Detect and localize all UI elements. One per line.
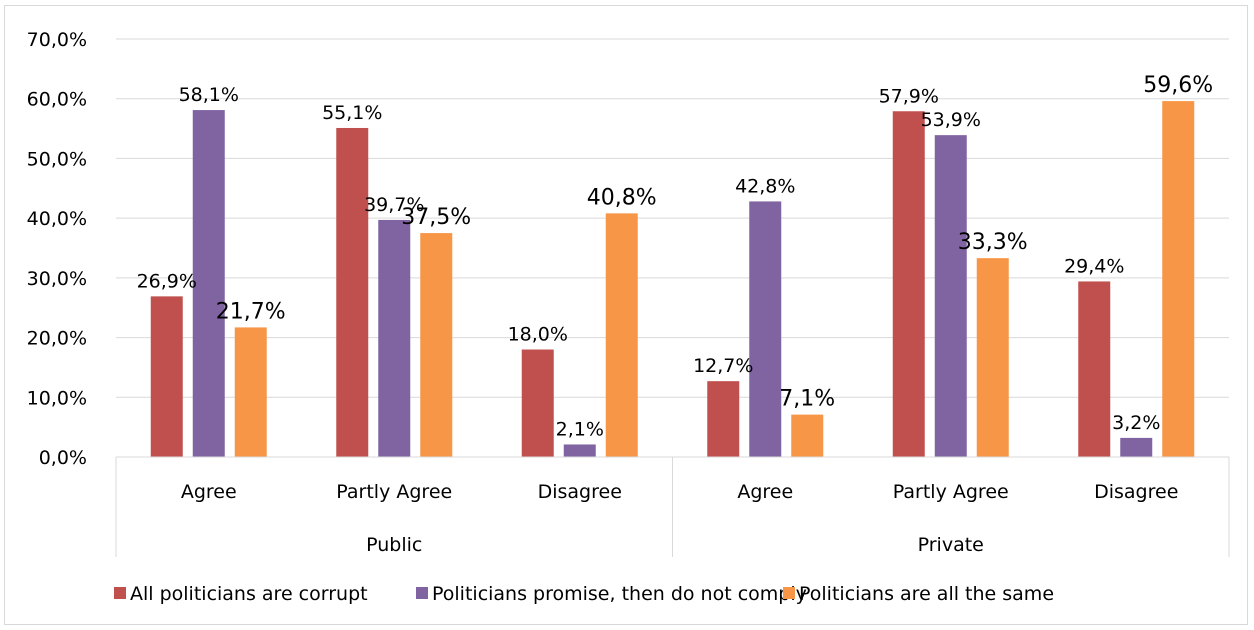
y-tick-label: 0,0% <box>39 447 87 469</box>
data-label: 7,1% <box>779 387 835 412</box>
bar <box>336 127 369 457</box>
bar <box>749 201 782 457</box>
x-category-label: Agree <box>737 481 793 503</box>
data-label: 18,0% <box>508 324 568 346</box>
x-category-label: Partly Agree <box>336 481 452 503</box>
x-category-label: Disagree <box>1094 481 1178 503</box>
legend-swatch <box>783 587 795 599</box>
data-label: 37,5% <box>401 205 471 230</box>
data-label: 59,6% <box>1143 73 1213 98</box>
bar <box>934 135 967 457</box>
x-category-label: Agree <box>181 481 237 503</box>
data-label: 2,1% <box>556 418 604 440</box>
bar <box>378 219 411 457</box>
legend-swatch <box>114 587 126 599</box>
legend-swatch <box>416 587 428 599</box>
data-label: 42,8% <box>735 175 795 197</box>
data-label: 21,7% <box>216 299 286 324</box>
bar <box>150 296 183 457</box>
y-tick-label: 60,0% <box>27 89 87 111</box>
x-category-label: Disagree <box>538 481 622 503</box>
bar <box>707 381 740 457</box>
bar-chart: 0,0%10,0%20,0%30,0%40,0%50,0%60,0%70,0% … <box>27 29 1230 605</box>
x-group-label: Private <box>918 534 984 556</box>
y-tick-label: 50,0% <box>27 148 87 170</box>
chart-frame: 0,0% 10,0% 20,0% 30,0% 40,0% 50,0% 60,0% 70,0% … <box>4 5 1248 625</box>
data-label: 58,1% <box>179 84 239 106</box>
bar <box>976 258 1009 457</box>
gridlines <box>116 38 1229 398</box>
data-label: 53,9% <box>921 109 981 131</box>
y-tick-label: 70,0% <box>27 29 87 51</box>
bar <box>1078 281 1111 457</box>
data-label: 40,8% <box>587 185 657 210</box>
bar <box>892 111 925 458</box>
x-group-label: Public <box>366 534 422 556</box>
data-label: 33,3% <box>958 230 1028 255</box>
bar <box>605 213 638 457</box>
data-label: 12,7% <box>693 355 753 377</box>
data-label: 29,4% <box>1064 255 1124 277</box>
data-labels: 26,9% 58,1% 21,7% 55,1% 39,7%37,5% 18,0% 2,1% 4… <box>137 73 1214 440</box>
legend-label: All politicians are corrupt <box>130 583 368 605</box>
bar <box>1162 101 1195 458</box>
data-label: 57,9% <box>879 85 939 107</box>
data-label: 26,9% <box>137 270 197 292</box>
bar <box>1120 437 1153 457</box>
y-axis-tick-labels: 0,0% 10,0% 20,0% 30,0% 40,0% 50,0% 60,0% 70,0% <box>27 29 87 469</box>
x-axis: Agree Partly Agree Disagree Agree Partly Agr… <box>115 456 1230 557</box>
data-label: 55,1% <box>322 102 382 124</box>
y-tick-label: 30,0% <box>27 268 87 290</box>
legend-label: Politicians promise, then do not comply <box>432 583 807 605</box>
y-tick-label: 20,0% <box>27 328 87 350</box>
legend: All politicians are corrupt Politicians p… <box>114 583 1054 605</box>
bar <box>563 444 596 457</box>
bar <box>791 414 824 457</box>
data-label: 3,2% <box>1112 412 1160 434</box>
y-tick-label: 40,0% <box>27 208 87 230</box>
bar <box>192 110 225 457</box>
y-tick-label: 10,0% <box>27 387 87 409</box>
bar <box>234 327 267 457</box>
bar <box>521 349 554 457</box>
legend-label: Politicians are all the same <box>799 583 1054 605</box>
bar <box>420 233 453 457</box>
bars <box>150 101 1195 458</box>
x-category-label: Partly Agree <box>893 481 1009 503</box>
data-label: 39,7% <box>364 194 424 216</box>
